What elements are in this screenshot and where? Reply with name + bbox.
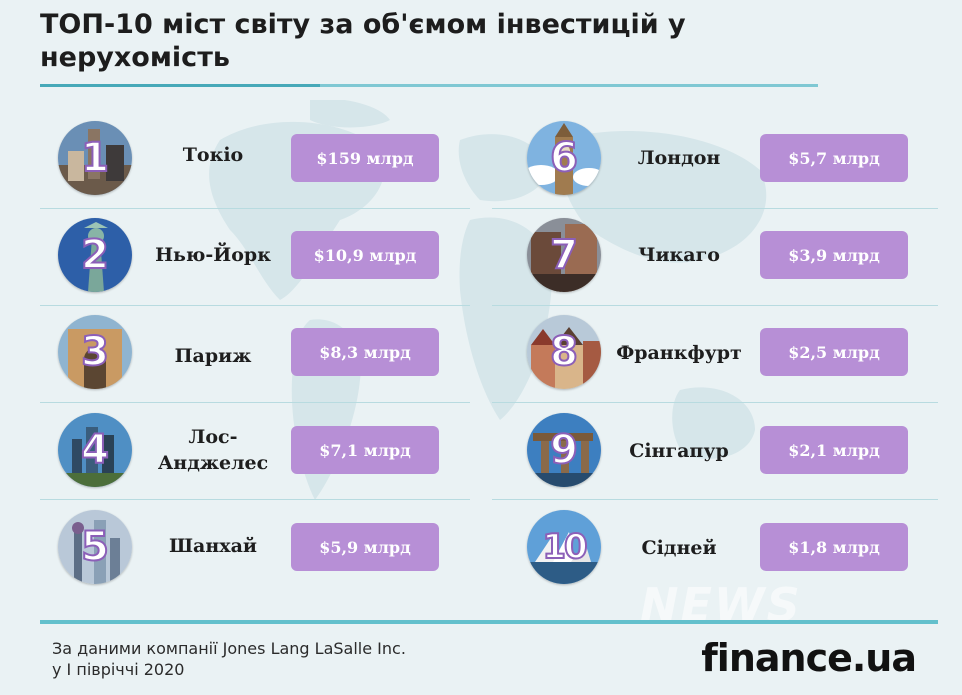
city-name-new-york: Нью-Йорк	[155, 244, 271, 266]
amount-shanghai: $5,9 млрд	[291, 523, 439, 571]
row-divider	[40, 208, 470, 209]
singapore-photo: 9	[527, 413, 601, 487]
row-divider	[40, 499, 470, 500]
row-divider	[492, 305, 938, 306]
row-divider	[40, 305, 470, 306]
city-name-chicago: Чикаго	[638, 244, 720, 266]
amount-new-york: $10,9 млрд	[291, 231, 439, 279]
row-divider	[492, 208, 938, 209]
rank-number: 10	[541, 526, 588, 568]
page-title: ТОП-10 міст світу за об'ємом інвестицій …	[40, 9, 686, 73]
row-divider	[40, 402, 470, 403]
rank-number: 1	[80, 134, 110, 182]
amount-frankfurt: $2,5 млрд	[760, 328, 908, 376]
sydney-photo: 10	[527, 510, 601, 584]
shanghai-photo: 5	[58, 510, 132, 584]
amount-london: $5,7 млрд	[760, 134, 908, 182]
city-name-singapore: Сінгапур	[629, 440, 729, 462]
city-name-los-angeles: Лос-Анджелес	[157, 426, 269, 474]
city-name-sydney: Сідней	[641, 537, 717, 559]
row-divider	[492, 499, 938, 500]
city-name-london: Лондон	[637, 147, 721, 169]
rank-number: 7	[549, 231, 579, 279]
amount-los-angeles: $7,1 млрд	[291, 426, 439, 474]
rank-number: 5	[80, 523, 110, 571]
london-photo: 6	[527, 121, 601, 195]
finance-ua-logo[interactable]: finance.ua	[701, 636, 917, 680]
tokyo-photo: 1	[58, 121, 132, 195]
city-name-paris: Париж	[174, 345, 252, 367]
rank-number: 8	[549, 328, 579, 376]
paris-photo: 3	[58, 315, 132, 389]
city-name-frankfurt: Франкфурт	[616, 342, 742, 364]
source-note: За даними компанії Jones Lang LaSalle In…	[52, 638, 512, 680]
rank-number: 9	[549, 426, 579, 474]
rank-number: 4	[80, 426, 110, 474]
rank-number: 6	[549, 134, 579, 182]
rank-number: 3	[80, 328, 110, 376]
city-name-tokyo: Токіо	[182, 144, 244, 166]
footer-divider	[40, 620, 938, 624]
amount-chicago: $3,9 млрд	[760, 231, 908, 279]
amount-tokyo: $159 млрд	[291, 134, 439, 182]
frankfurt-photo: 8	[527, 315, 601, 389]
amount-paris: $8,3 млрд	[291, 328, 439, 376]
city-name-shanghai: Шанхай	[168, 535, 258, 557]
title-underline	[40, 84, 818, 87]
row-divider	[492, 402, 938, 403]
amount-sydney: $1,8 млрд	[760, 523, 908, 571]
los-angeles-photo: 4	[58, 413, 132, 487]
amount-singapore: $2,1 млрд	[760, 426, 908, 474]
new-york-photo: 2	[58, 218, 132, 292]
source-line-2: у I півріччі 2020	[52, 660, 185, 679]
chicago-photo: 7	[527, 218, 601, 292]
source-line-1: За даними компанії Jones Lang LaSalle In…	[52, 639, 406, 658]
rank-number: 2	[80, 231, 110, 279]
